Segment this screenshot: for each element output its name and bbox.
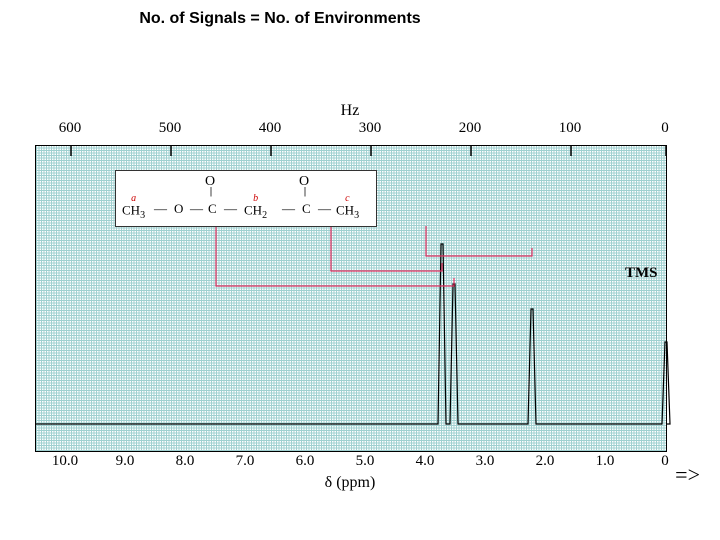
ppm-tick: 7.0 — [236, 453, 255, 470]
structure-bond: — — [282, 201, 295, 217]
tms-label: TMS — [625, 265, 658, 282]
structure-group: C — [302, 201, 311, 217]
molecule-structure: CH3aOCCH2bCCH3cOO||||————— — [115, 170, 377, 227]
structure-oxygen: O — [205, 174, 215, 190]
ppm-tick: 9.0 — [116, 453, 135, 470]
hz-tick: 400 — [259, 120, 282, 137]
ppm-tick: 3.0 — [476, 453, 495, 470]
structure-bond: — — [224, 201, 237, 217]
hz-tick: 200 — [459, 120, 482, 137]
next-arrow[interactable]: => — [675, 462, 700, 488]
hz-tick: 100 — [559, 120, 582, 137]
ppm-tick: 6.0 — [296, 453, 315, 470]
page-title: No. of Signals = No. of Environments — [0, 10, 560, 28]
ppm-tick: 2.0 — [536, 453, 555, 470]
structure-group: CH3c — [336, 201, 364, 221]
ppm-tick: 8.0 — [176, 453, 195, 470]
hz-tick: 500 — [159, 120, 182, 137]
structure-group: CH3a — [122, 201, 150, 221]
structure-bond: — — [154, 201, 167, 217]
ppm-tick: 5.0 — [356, 453, 375, 470]
hz-axis-label: Hz — [30, 102, 670, 120]
ppm-tick: 4.0 — [416, 453, 435, 470]
ppm-tick: 1.0 — [596, 453, 615, 470]
hz-tick: 300 — [359, 120, 382, 137]
hz-tick: 0 — [661, 120, 669, 137]
ppm-tick: 10.0 — [52, 453, 78, 470]
ppm-axis-label: δ (ppm) — [30, 474, 670, 492]
structure-group: C — [208, 201, 217, 217]
structure-oxygen: O — [299, 174, 309, 190]
ppm-tick: 0 — [661, 453, 669, 470]
structure-bond: — — [190, 201, 203, 217]
nmr-chart: Hz 6005004003002001000 CH3aOCCH2bCCH3cOO… — [30, 50, 670, 500]
hz-tick: 600 — [59, 120, 82, 137]
structure-group: O — [174, 201, 183, 217]
structure-group: CH2b — [244, 201, 272, 221]
structure-bond: — — [318, 201, 331, 217]
